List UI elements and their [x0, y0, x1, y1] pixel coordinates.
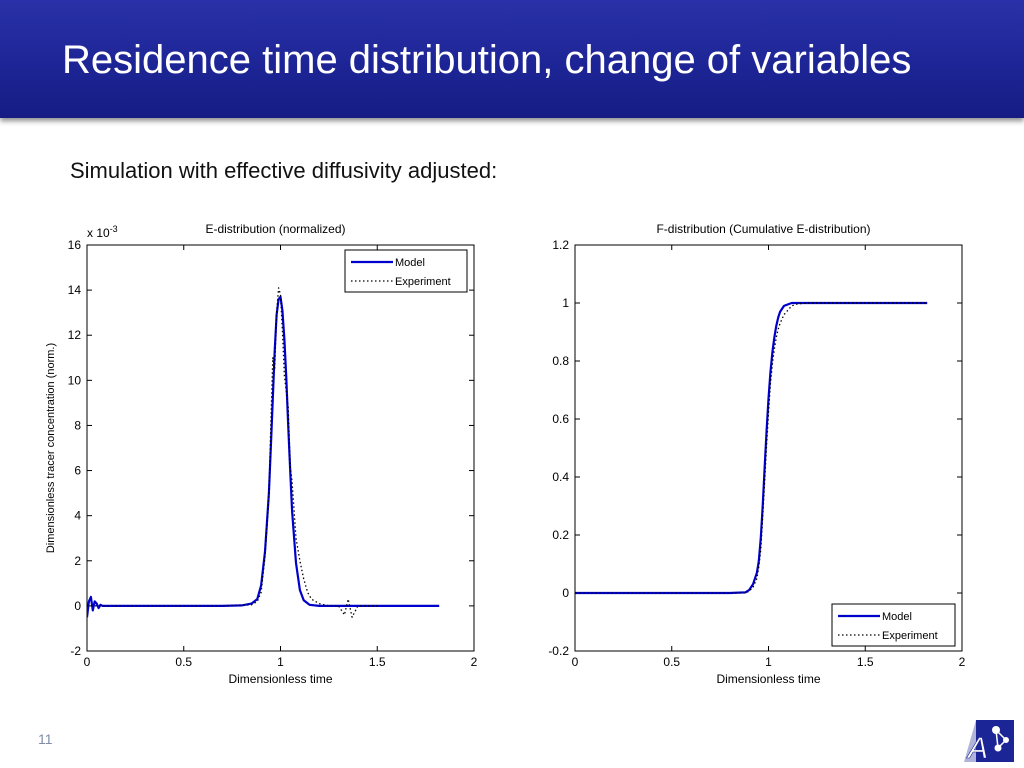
- x-tick-label: 1.5: [857, 655, 874, 669]
- svg-text:A: A: [966, 732, 988, 764]
- y-tick-label: 0.2: [552, 528, 569, 542]
- y-tick-label: 0.6: [552, 412, 569, 426]
- charts-area: E-distribution (normalized)0 0.5 1 1.5 2-202…: [45, 222, 966, 686]
- y-tick-label: 10: [68, 373, 82, 387]
- y-tick-label: 0.8: [552, 354, 569, 368]
- y-axis-label: Dimensionless tracer concentration (norm…: [45, 343, 57, 553]
- y-tick-label: 0.4: [552, 470, 569, 484]
- page-number: 11: [38, 731, 53, 747]
- x-tick-label: 0.5: [175, 655, 192, 669]
- plot-frame: [86, 244, 475, 652]
- legend-label-experiment: Experiment: [395, 276, 451, 288]
- x-tick-label: 0.5: [663, 655, 680, 669]
- title-bar: Residence time distribution, change of v…: [0, 0, 1024, 118]
- y-tick-label: 16: [68, 238, 82, 252]
- series-line-model: [575, 301, 928, 595]
- y-tick-label: 14: [68, 283, 82, 297]
- legend-label-experiment: Experiment: [882, 630, 938, 642]
- chart-2: F-distribution (Cumulative E-distributio…: [548, 222, 965, 686]
- y-tick-label: 8: [74, 418, 81, 432]
- x-tick-label: 1: [765, 655, 772, 669]
- legend-label-model: Model: [395, 257, 425, 269]
- x-tick-label: 1.5: [369, 655, 386, 669]
- y-tick-label: 2: [74, 554, 81, 568]
- x-tick-label: 2: [959, 655, 966, 669]
- x-tick-label: 2: [471, 655, 478, 669]
- y-tick-label: 0: [74, 599, 81, 613]
- chart-title: E-distribution (normalized): [205, 222, 345, 236]
- plot-frame: [574, 244, 963, 652]
- y-exponent-label: x 10-3: [87, 224, 118, 240]
- x-axis-label: Dimensionless time: [228, 672, 332, 686]
- slide-subtitle: Simulation with effective diffusivity ad…: [70, 158, 498, 183]
- y-tick-label: 1.2: [552, 238, 569, 252]
- chart-1: E-distribution (normalized)0 0.5 1 1.5 2-202…: [45, 222, 478, 686]
- legend-box: [344, 249, 468, 293]
- x-tick-label: 0: [84, 655, 91, 669]
- x-axis-label: Dimensionless time: [716, 672, 820, 686]
- y-tick-label: 12: [68, 328, 82, 342]
- legend-label-model: Model: [882, 611, 912, 623]
- x-tick-label: 1: [277, 655, 284, 669]
- slide-title: Residence time distribution, change of v…: [62, 38, 912, 82]
- legend-box: [831, 603, 956, 647]
- x-tick-label: 0: [572, 655, 579, 669]
- chart-title: F-distribution (Cumulative E-distributio…: [656, 222, 870, 236]
- y-tick-label: 4: [74, 509, 81, 523]
- y-tick-label: -0.2: [548, 644, 569, 658]
- y-tick-label: 6: [74, 464, 81, 478]
- y-tick-label: 0: [562, 586, 569, 600]
- graph-logo-icon: A: [964, 720, 1014, 764]
- y-tick-label: 1: [562, 296, 569, 310]
- y-tick-label: -2: [70, 644, 81, 658]
